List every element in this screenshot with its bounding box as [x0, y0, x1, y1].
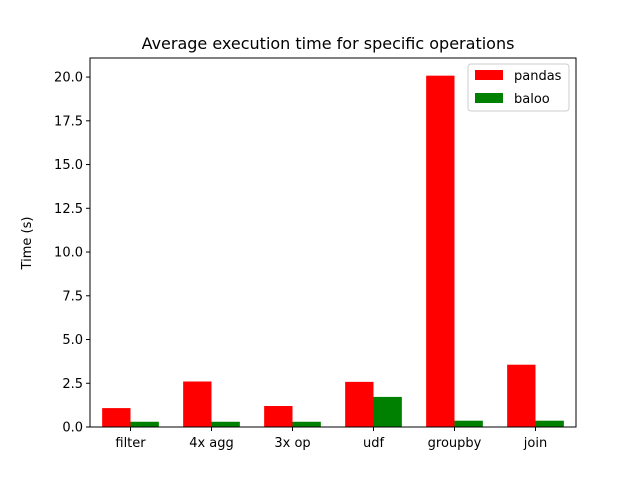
- y-tick-label: 12.5: [54, 202, 83, 217]
- y-tick-label: 0.0: [62, 421, 83, 436]
- y-tick-label: 17.5: [54, 114, 83, 129]
- legend-swatch-baloo: [475, 93, 503, 103]
- plot-area: filter 4x agg 3x op udf groupby join 0.0 2.5 5.0…: [54, 57, 577, 451]
- x-tick-label: groupby: [428, 436, 482, 451]
- legend-label-pandas: pandas: [514, 69, 562, 84]
- bar-pandas-filter: [102, 408, 131, 427]
- legend-swatch-pandas: [475, 70, 503, 80]
- legend-label-baloo: baloo: [514, 92, 550, 107]
- axes-frame: [89, 57, 577, 428]
- bar-baloo-groupby: [454, 420, 483, 427]
- y-tick-label: 10.0: [54, 246, 83, 261]
- bar-pandas-udf: [345, 381, 374, 427]
- bar-baloo-4x-agg: [211, 421, 240, 427]
- y-tick-label: 7.5: [62, 289, 83, 304]
- y-tick-label: 5.0: [62, 333, 83, 348]
- chart-title: Average execution time for specific oper…: [142, 34, 515, 53]
- x-tick-label: filter: [115, 436, 146, 451]
- y-tick-label: 20.0: [54, 71, 83, 86]
- y-tick-label: 2.5: [62, 377, 83, 392]
- x-tick-label: udf: [363, 436, 384, 451]
- bar-pandas-4x-agg: [183, 381, 212, 427]
- bar-baloo-filter: [130, 421, 159, 427]
- x-tick-label: join: [523, 436, 547, 451]
- x-tick-label: 4x agg: [189, 436, 234, 451]
- chart-legend: pandas baloo: [467, 63, 570, 112]
- y-axis-label: Time (s): [20, 217, 35, 271]
- x-tick-label: 3x op: [274, 436, 310, 451]
- bar-pandas-groupby: [426, 75, 455, 428]
- bar-baloo-udf: [373, 396, 402, 427]
- bar-baloo-join: [535, 420, 564, 427]
- bar-pandas-join: [507, 364, 536, 427]
- bar-pandas-3x-op: [264, 406, 293, 427]
- bar-baloo-3x-op: [292, 421, 321, 427]
- y-tick-label: 15.0: [54, 158, 83, 173]
